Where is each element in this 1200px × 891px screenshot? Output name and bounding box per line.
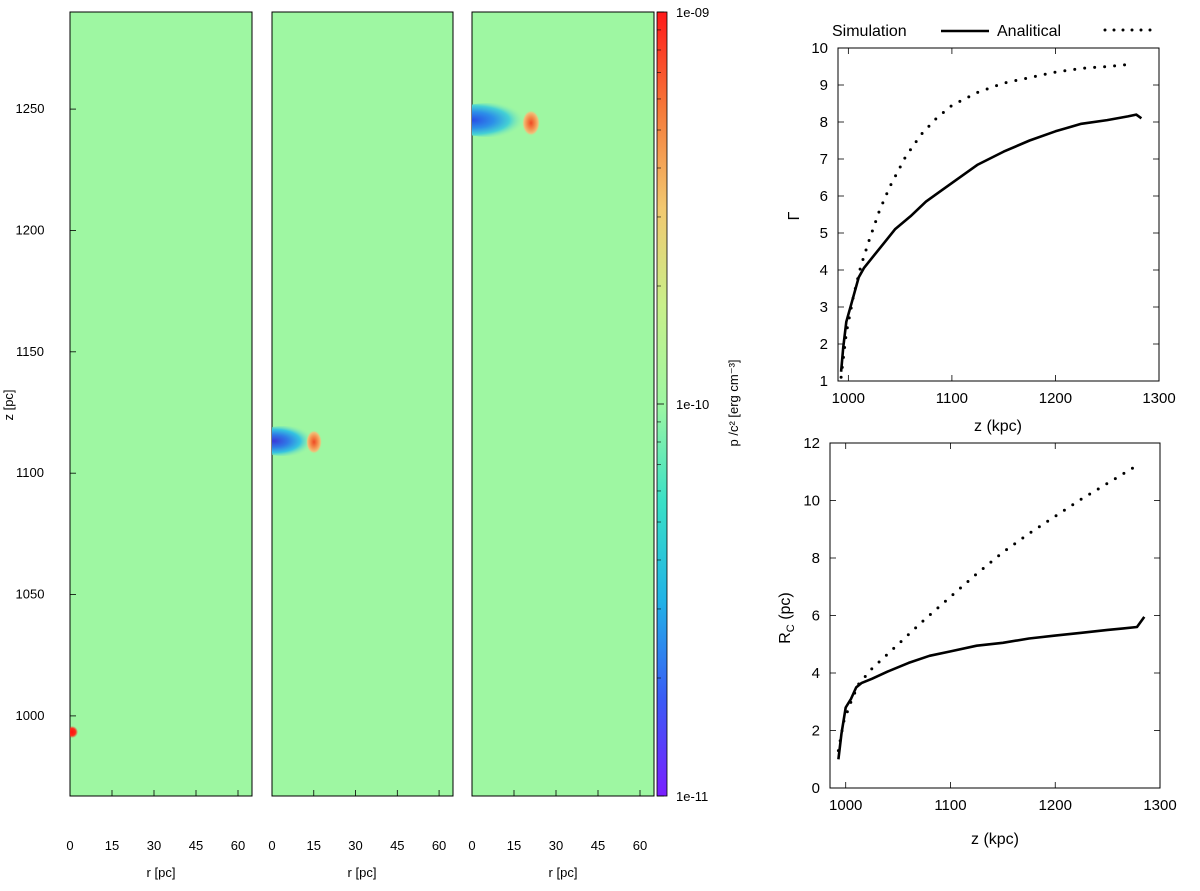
- rc-y-tick-label: 6: [812, 608, 820, 625]
- heatmap-x-tick-label: 60: [432, 838, 446, 853]
- heatmap-panel-1: [69, 11, 253, 797]
- gamma-x-tick-label: 1100: [936, 390, 968, 407]
- colorbar-label: p /c² [erg cm⁻³]: [726, 359, 741, 446]
- gamma-y-tick-label: 2: [820, 336, 828, 353]
- gamma-plot-frame: [837, 47, 1160, 382]
- heatmap-panel-2: [271, 11, 454, 797]
- rc-x-tick-label: 1000: [829, 797, 862, 814]
- colorbar-tick-mid: 1e-10: [676, 397, 709, 412]
- gamma-y-tick-label: 7: [820, 151, 828, 168]
- rc-series-analitical: [836, 465, 1136, 753]
- heatmap-x-tick-label: 60: [633, 838, 647, 853]
- gamma-y-tick-label: 1: [820, 373, 828, 390]
- gamma-series-analitical: [839, 63, 1130, 379]
- legend: Simulation Analitical: [832, 23, 1154, 40]
- heatmap-y-tick-label: 1100: [16, 465, 44, 480]
- rc-x-tick-label: 1300: [1143, 797, 1176, 814]
- heatmap-x-tick-label: 30: [348, 838, 362, 853]
- gamma-y-tick-label: 3: [820, 299, 828, 316]
- gamma-y-axis-label: Γ: [786, 211, 803, 220]
- heatmap-x-tick-label: 0: [468, 838, 475, 853]
- gamma-x-tick-label: 1200: [1039, 390, 1072, 407]
- gamma-x-tick-label: 1000: [832, 390, 865, 407]
- colorbar-tick-top: 1e-09: [676, 5, 709, 20]
- heatmap-y-tick-label: 1050: [16, 587, 45, 602]
- gamma-x-axis-label: z (kpc): [974, 418, 1022, 435]
- heatmap-x-tick-label: 0: [268, 838, 275, 853]
- gamma-y-tick-label: 8: [820, 114, 828, 131]
- gamma-series-simulation: [839, 113, 1143, 372]
- gamma-y-tick-label: 6: [820, 188, 828, 205]
- heatmap-x-tick-label: 15: [507, 838, 521, 853]
- heatmap-x-tick-label: 15: [307, 838, 321, 853]
- gamma-y-tick-label: 4: [820, 262, 828, 279]
- rc-y-tick-label: 10: [803, 493, 820, 510]
- heatmap-x-axis-label-3: r [pc]: [549, 865, 578, 880]
- heatmap-x-tick-label: 15: [105, 838, 119, 853]
- gamma-y-tick-label: 9: [820, 77, 828, 94]
- heatmap-x-axis-label-1: r [pc]: [147, 865, 176, 880]
- heatmap-panels: 1000 1050 1100 1150 1200 1250 0 15 30 45 60 0 15 30 45…: [1, 11, 655, 880]
- heatmap-y-tick-label: 1000: [16, 708, 45, 723]
- rc-plot: 0 2 4 6 8 10 12 1000 1100 1200 1300 RC (pc) z (kpc…: [777, 435, 1177, 848]
- heatmap-x-tick-label: 30: [147, 838, 161, 853]
- cold-cavity-panel-2: [272, 426, 318, 456]
- legend-label-simulation: Simulation: [832, 23, 907, 40]
- rc-plot-frame: [829, 442, 1161, 789]
- colorbar: 1e-09 1e-10 1e-11 p /c² [erg cm⁻³]: [656, 5, 741, 804]
- rc-x-axis-label: z (kpc): [971, 831, 1019, 848]
- heatmap-panel-3: [471, 11, 655, 797]
- gamma-y-tick-label: 5: [820, 225, 828, 242]
- heatmap-x-tick-label: 0: [66, 838, 73, 853]
- gamma-plot: 1 2 3 4 5 6 7 8 9 10 1000 1100 1200 1300 Γ z (kpc) Si…: [786, 23, 1176, 435]
- heatmap-x-tick-label: 60: [231, 838, 245, 853]
- heatmap-x-tick-label: 30: [549, 838, 563, 853]
- rc-x-tick-label: 1200: [1039, 797, 1072, 814]
- colorbar-tick-bottom: 1e-11: [676, 789, 708, 804]
- rc-y-tick-label: 12: [803, 435, 820, 452]
- rc-y-tick-label: 0: [812, 780, 820, 797]
- hot-shell-panel-3: [522, 110, 540, 136]
- rc-y-axis-label: RC (pc): [777, 592, 797, 644]
- heatmap-y-tick-label: 1200: [16, 222, 45, 237]
- rc-y-tick-label: 4: [812, 665, 820, 682]
- heatmap-y-tick-label: 1250: [16, 101, 45, 116]
- hot-shell-panel-2: [306, 430, 322, 454]
- heatmap-x-tick-label: 45: [189, 838, 203, 853]
- heatmap-y-tick-label: 1150: [16, 344, 44, 359]
- rc-series-simulation: [837, 616, 1146, 760]
- heatmap-x-axis-label-2: r [pc]: [348, 865, 377, 880]
- rc-y-tick-label: 8: [812, 550, 820, 567]
- gamma-x-tick-label: 1300: [1142, 390, 1175, 407]
- heatmap-y-axis-label: z [pc]: [1, 389, 16, 420]
- rc-x-tick-label: 1100: [934, 797, 966, 814]
- heatmap-x-tick-label: 45: [390, 838, 404, 853]
- heatmap-x-tick-label: 45: [591, 838, 605, 853]
- rc-y-tick-label: 2: [812, 723, 820, 740]
- legend-label-analitical: Analitical: [997, 23, 1061, 40]
- cold-cavity-panel-3: [472, 103, 534, 137]
- gamma-y-tick-label: 10: [811, 40, 828, 57]
- overpressure-dot-panel-1: [70, 726, 78, 738]
